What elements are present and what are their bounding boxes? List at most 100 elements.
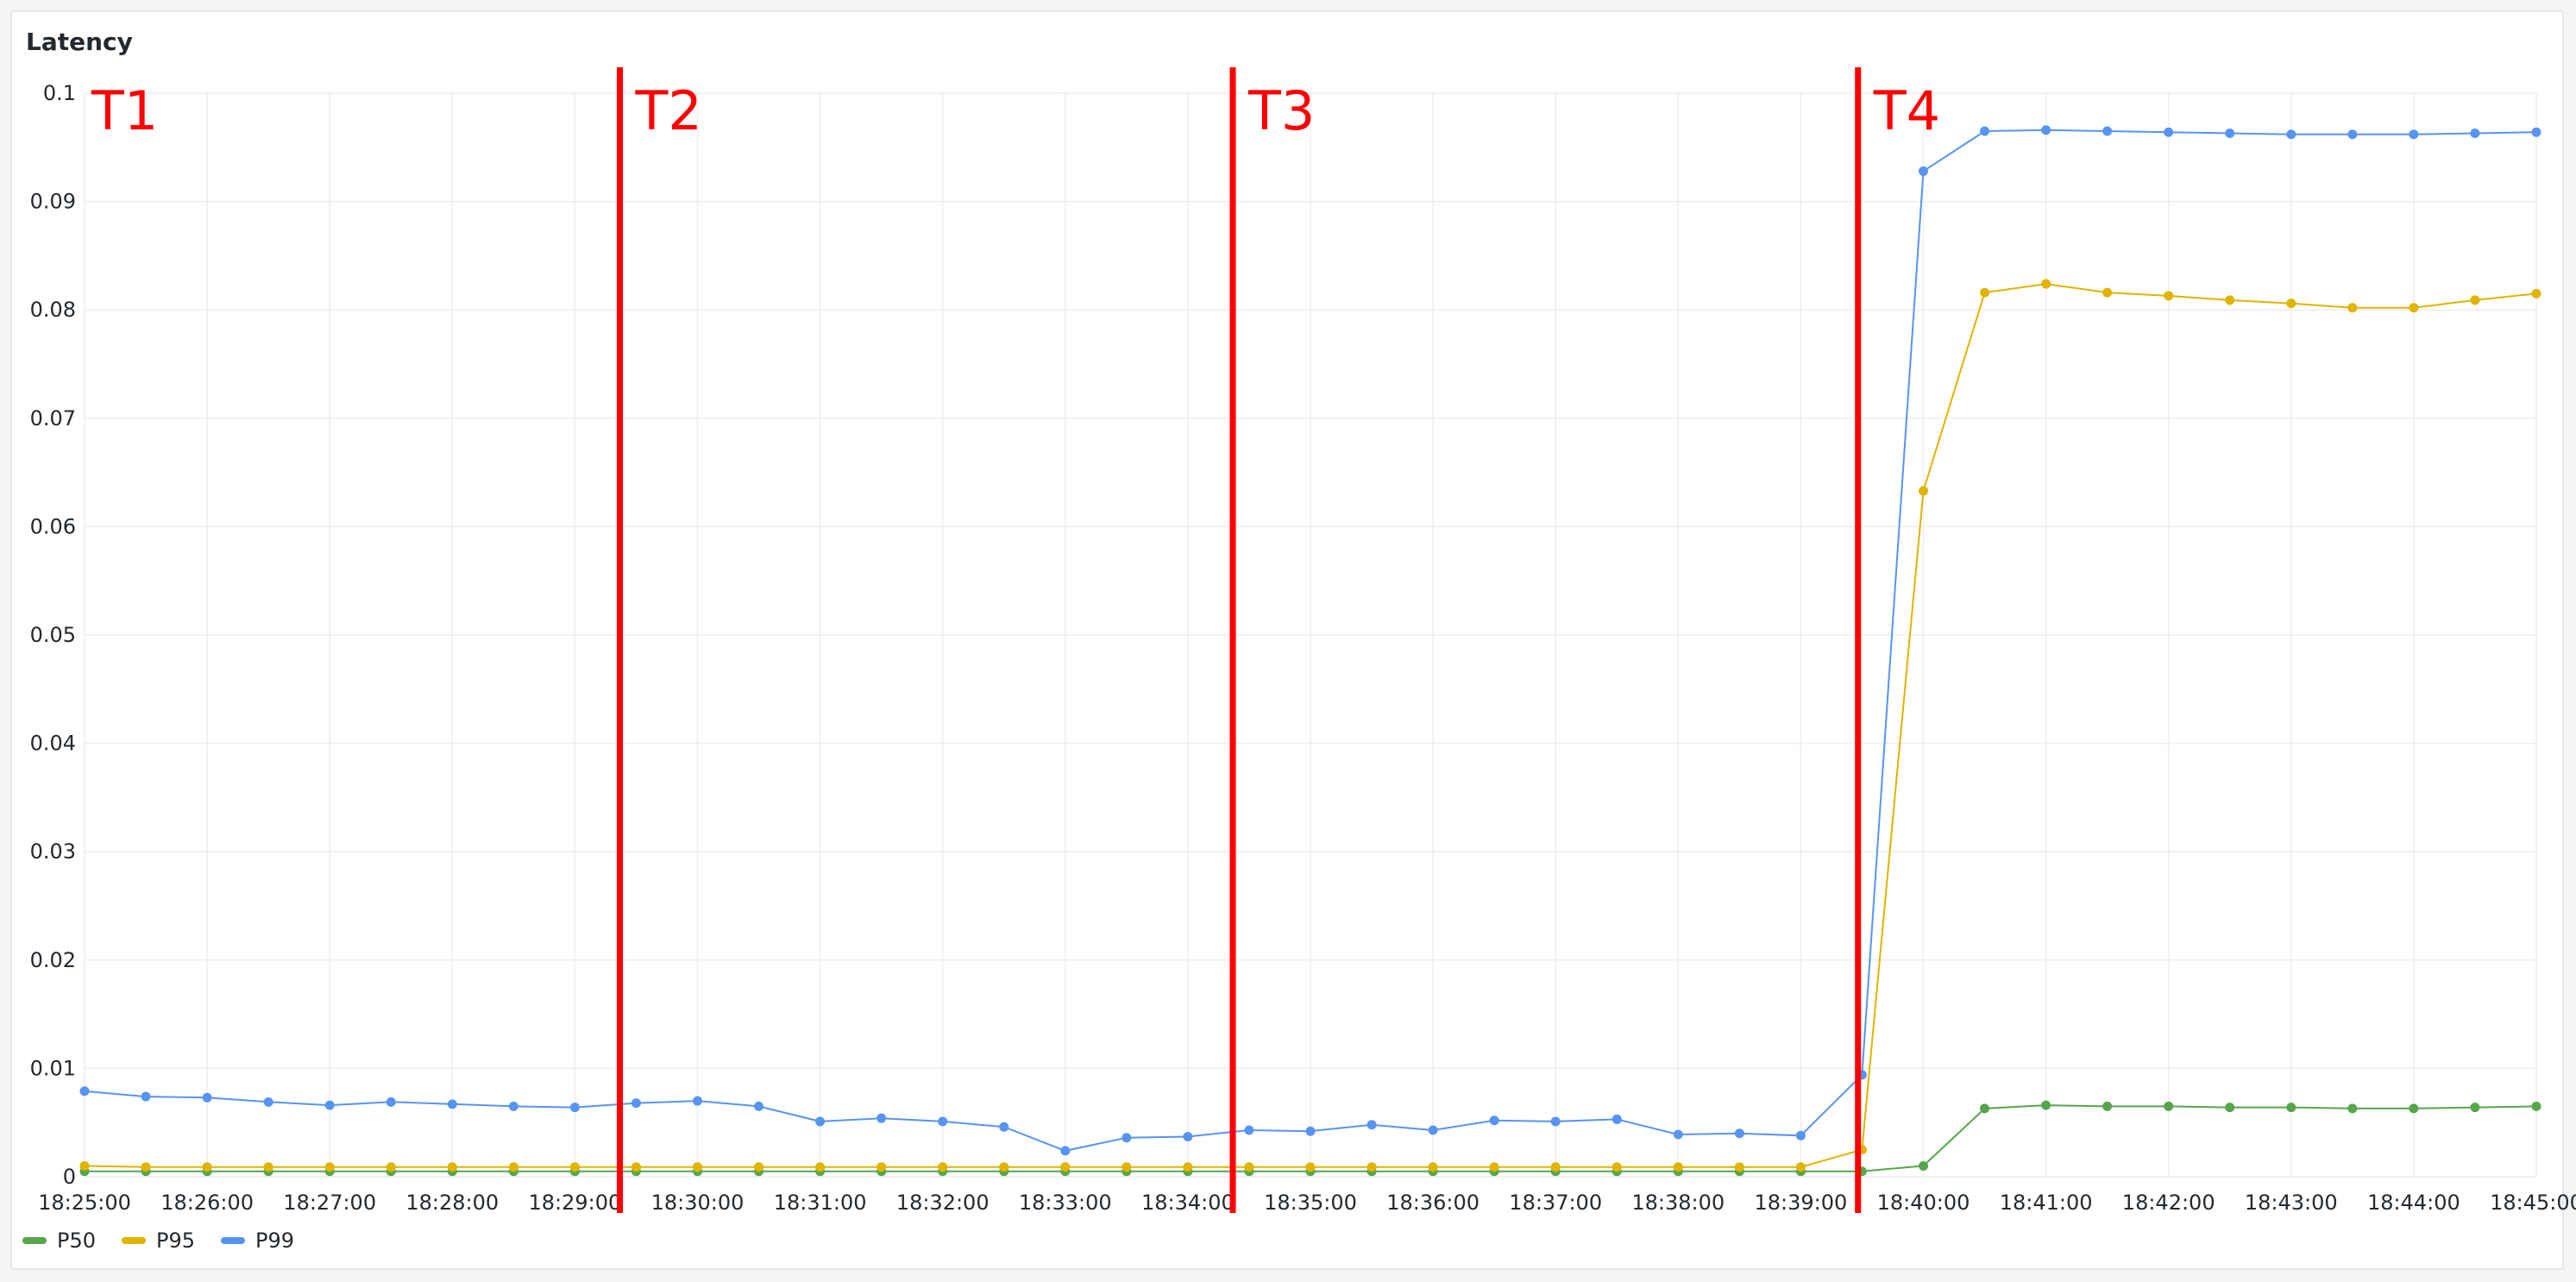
data-point-p95 xyxy=(324,1162,335,1172)
data-point-p95 xyxy=(1795,1162,1806,1172)
data-point-p50 xyxy=(2225,1103,2235,1113)
data-point-p99 xyxy=(2225,128,2235,138)
data-point-p99 xyxy=(815,1116,826,1127)
legend-item-p50[interactable]: P50 xyxy=(22,1229,96,1253)
data-point-p95 xyxy=(141,1162,151,1172)
data-point-p50 xyxy=(2041,1100,2051,1110)
data-point-p99 xyxy=(1795,1130,1806,1141)
data-point-p99 xyxy=(1305,1126,1316,1136)
x-tick-label: 18:31:00 xyxy=(774,1191,867,1215)
data-point-p99 xyxy=(2041,125,2051,135)
data-point-p99 xyxy=(1489,1115,1499,1126)
annotation-label: T3 xyxy=(1247,79,1315,142)
legend-item-p99[interactable]: P99 xyxy=(221,1229,294,1253)
data-point-p50 xyxy=(1919,1160,1928,1171)
data-point-p50 xyxy=(2409,1103,2419,1114)
data-point-p99 xyxy=(1612,1114,1622,1124)
data-point-p99 xyxy=(141,1091,151,1102)
data-point-p99 xyxy=(386,1097,396,1107)
x-tick-label: 18:41:00 xyxy=(2000,1191,2093,1215)
x-tick-label: 18:40:00 xyxy=(1877,1191,1970,1215)
data-point-p95 xyxy=(1183,1162,1193,1172)
data-point-p95 xyxy=(1673,1162,1683,1172)
data-point-p95 xyxy=(2041,279,2051,289)
y-tick-label: 0 xyxy=(63,1165,76,1189)
data-point-p99 xyxy=(2347,129,2358,140)
annotation-label: T4 xyxy=(1873,79,1940,142)
x-tick-label: 18:35:00 xyxy=(1264,1191,1357,1215)
legend-label: P50 xyxy=(57,1229,97,1253)
data-point-p50 xyxy=(2286,1103,2296,1113)
annotation-label: T1 xyxy=(91,79,158,142)
data-point-p95 xyxy=(1122,1162,1132,1172)
data-point-p95 xyxy=(1305,1162,1316,1172)
data-point-p95 xyxy=(815,1162,826,1172)
data-point-p99 xyxy=(1244,1125,1254,1135)
data-point-p50 xyxy=(2102,1101,2113,1111)
legend-item-p95[interactable]: P95 xyxy=(122,1229,195,1253)
x-tick-label: 18:36:00 xyxy=(1386,1191,1480,1215)
data-point-p95 xyxy=(1550,1162,1561,1172)
data-point-p95 xyxy=(569,1162,580,1172)
data-point-p99 xyxy=(1183,1132,1193,1142)
x-tick-label: 18:37:00 xyxy=(1509,1191,1602,1215)
data-point-p50 xyxy=(2531,1101,2541,1111)
data-point-p50 xyxy=(2347,1103,2358,1114)
data-point-p95 xyxy=(754,1162,764,1172)
x-tick-label: 18:25:00 xyxy=(38,1191,131,1215)
x-tick-label: 18:45:00 xyxy=(2490,1191,2576,1215)
data-point-p99 xyxy=(754,1101,764,1111)
data-point-p95 xyxy=(999,1162,1009,1172)
data-point-p95 xyxy=(693,1162,702,1172)
x-tick-label: 18:39:00 xyxy=(1755,1191,1848,1215)
y-tick-label: 0.03 xyxy=(30,839,76,864)
data-point-p99 xyxy=(1428,1125,1438,1135)
data-point-p95 xyxy=(79,1160,90,1171)
annotation-label: T2 xyxy=(635,79,702,142)
data-point-p95 xyxy=(1612,1162,1622,1172)
data-point-p95 xyxy=(1980,287,1990,298)
data-point-p95 xyxy=(938,1162,948,1172)
data-point-p99 xyxy=(999,1122,1009,1132)
x-tick-label: 18:44:00 xyxy=(2367,1191,2460,1215)
data-point-p95 xyxy=(1919,486,1928,496)
y-tick-label: 0.1 xyxy=(43,81,76,105)
data-point-p95 xyxy=(2409,303,2419,313)
data-point-p50 xyxy=(1980,1103,1990,1114)
data-point-p95 xyxy=(1734,1162,1744,1172)
x-tick-label: 18:42:00 xyxy=(2122,1191,2215,1215)
latency-panel: Latency xyxy=(10,10,2564,1270)
data-point-p95 xyxy=(2102,287,2113,298)
data-point-p95 xyxy=(447,1162,457,1172)
x-tick-label: 18:26:00 xyxy=(160,1191,254,1215)
panel-title: Latency xyxy=(26,28,133,56)
legend-swatch xyxy=(122,1237,147,1244)
data-point-p99 xyxy=(1550,1116,1561,1127)
data-point-p95 xyxy=(1060,1162,1071,1172)
y-tick-label: 0.08 xyxy=(30,298,76,322)
y-tick-label: 0.04 xyxy=(30,732,76,756)
y-tick-label: 0.09 xyxy=(30,190,76,214)
data-point-p99 xyxy=(508,1101,518,1111)
data-point-p99 xyxy=(1367,1120,1377,1130)
y-tick-label: 0.01 xyxy=(30,1056,76,1080)
data-point-p95 xyxy=(2225,295,2235,305)
data-point-p99 xyxy=(1734,1128,1744,1139)
data-point-p99 xyxy=(2470,128,2480,138)
data-point-p95 xyxy=(1428,1162,1438,1172)
data-point-p99 xyxy=(1060,1146,1071,1156)
data-point-p99 xyxy=(324,1100,335,1110)
data-point-p95 xyxy=(202,1162,212,1172)
data-point-p99 xyxy=(1919,166,1928,176)
legend-swatch xyxy=(22,1237,47,1244)
legend: P50 P95 P99 xyxy=(22,1225,294,1256)
data-point-p99 xyxy=(1673,1129,1683,1140)
y-tick-label: 0.02 xyxy=(30,948,76,972)
data-point-p99 xyxy=(1980,126,1990,136)
data-point-p99 xyxy=(569,1103,580,1113)
y-tick-label: 0.06 xyxy=(30,514,76,538)
data-point-p99 xyxy=(202,1092,212,1103)
x-tick-label: 18:29:00 xyxy=(529,1191,622,1215)
data-point-p95 xyxy=(1367,1162,1377,1172)
